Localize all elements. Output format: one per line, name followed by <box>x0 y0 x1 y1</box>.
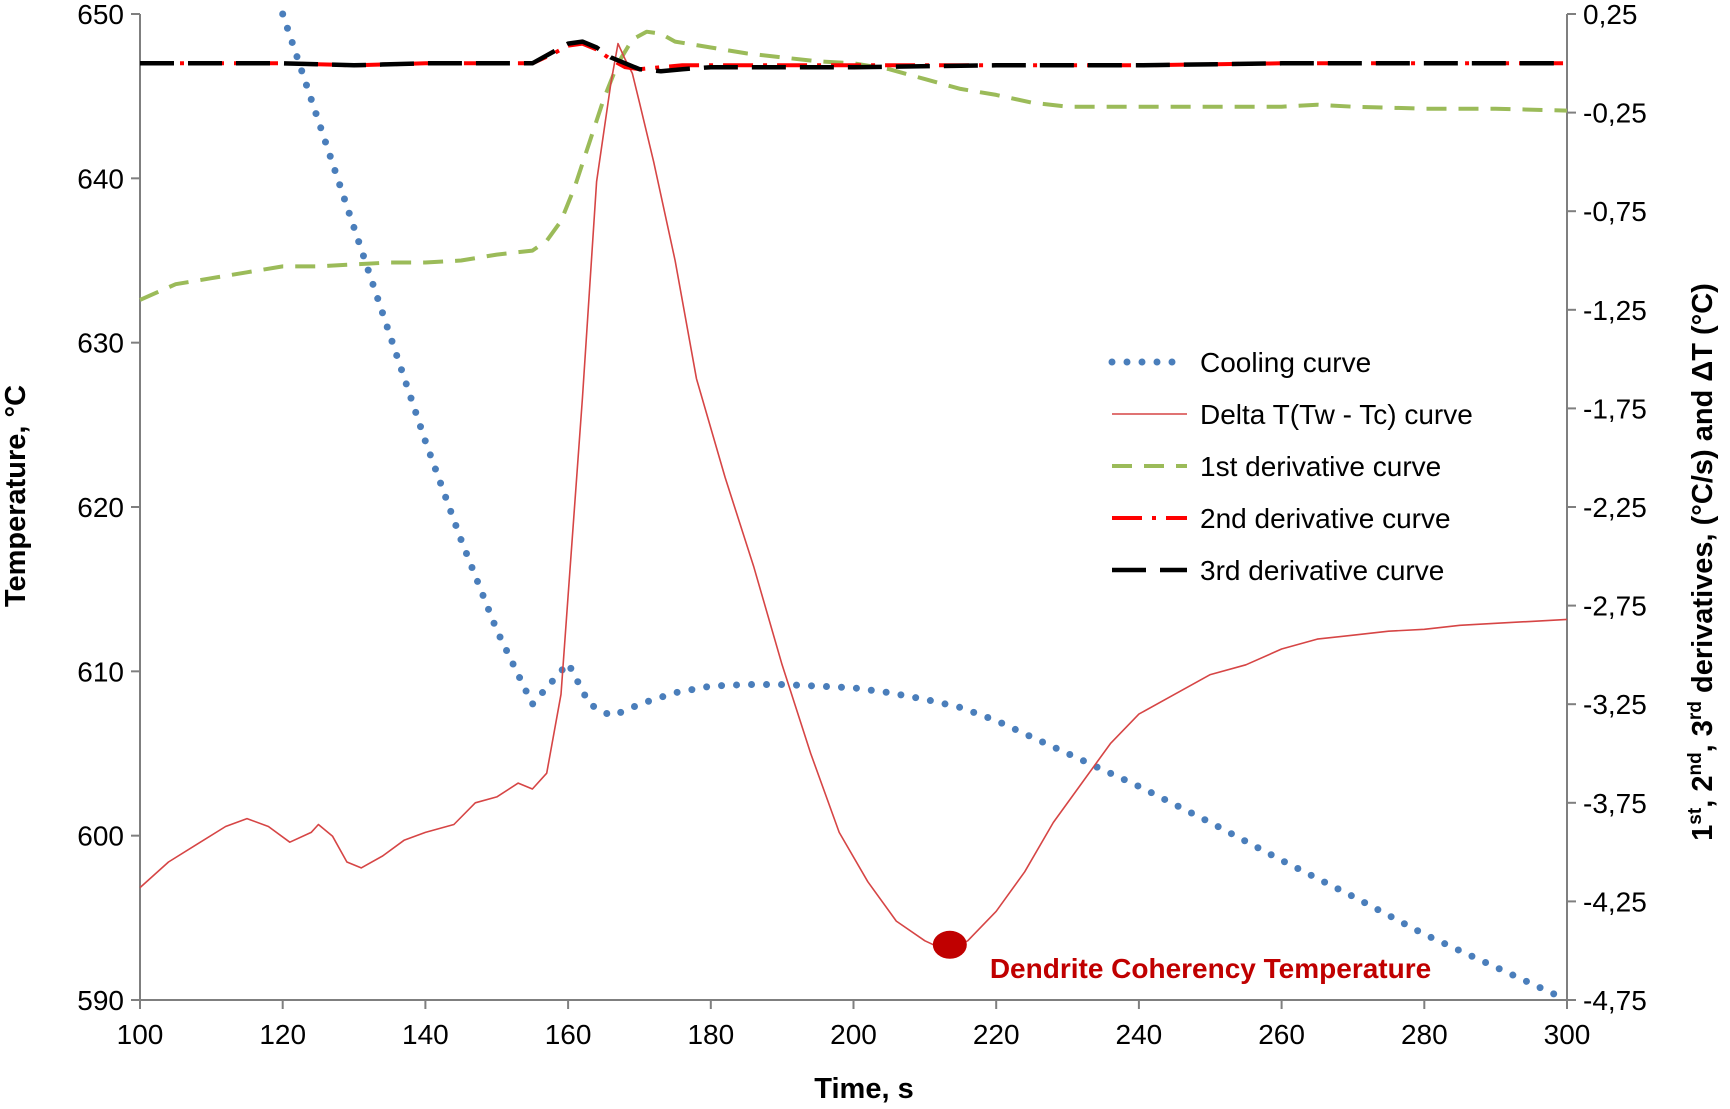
legend-label-3: 1st derivative curve <box>1200 451 1441 482</box>
series-line-1 <box>279 10 1571 1004</box>
y2-tick-label: -2,75 <box>1583 591 1647 622</box>
series-layer <box>139 10 1571 1004</box>
y-tick-label: 620 <box>77 492 124 523</box>
dendrite-coherency-label: Dendrite Coherency Temperature <box>990 953 1431 984</box>
y2-title-part: 1 <box>1687 825 1719 841</box>
x-axis-title: Time, s <box>814 1073 913 1105</box>
y-tick-label: 590 <box>77 985 124 1016</box>
y2-tick-label: -0,25 <box>1583 98 1647 129</box>
x-tick-label: 160 <box>545 1019 592 1050</box>
x-tick-label: 240 <box>1116 1019 1163 1050</box>
y2-tick-label: -2,25 <box>1583 492 1647 523</box>
x-tick-label: 120 <box>259 1019 306 1050</box>
y-tick-label: 640 <box>77 163 124 194</box>
y2-tick-label: -3,25 <box>1583 689 1647 720</box>
legend-label-5: 3rd derivative curve <box>1200 555 1444 586</box>
y-tick-label: 610 <box>77 656 124 687</box>
y2-axis-title: 1st, 2nd, 3rd derivatives, (°C/s) and ΔT… <box>1685 283 1719 841</box>
series-line-5 <box>140 39 1567 74</box>
y2-tick-label: -4,25 <box>1583 886 1647 917</box>
y-tick-label: 600 <box>77 821 124 852</box>
dendrite-coherency-marker <box>932 930 967 959</box>
y2-tick-label: -1,25 <box>1583 295 1647 326</box>
x-tick-label: 300 <box>1544 1019 1591 1050</box>
y2-title-part: derivatives, (°C/s) and ΔT (°C) <box>1687 283 1719 701</box>
y-tick-label: 650 <box>77 0 124 30</box>
y-axis-ticks: 590 600 610 620 630 640 650 <box>77 0 140 1016</box>
legend-label-1: Cooling curve <box>1200 347 1371 378</box>
y2-tick-label: 0,25 <box>1583 0 1638 30</box>
legend-label-4: 2nd derivative curve <box>1200 503 1451 534</box>
y2-title-superscript: st <box>1685 807 1706 825</box>
annotation-layer: Dendrite Coherency Temperature <box>932 930 1431 984</box>
y2-title-superscript: nd <box>1685 752 1706 775</box>
x-tick-label: 260 <box>1258 1019 1305 1050</box>
x-tick-label: 220 <box>973 1019 1020 1050</box>
x-tick-label: 180 <box>687 1019 734 1050</box>
x-axis-ticks: 100 120 140 160 180 200 220 240 260 280 300 <box>117 1000 1591 1050</box>
legend: Cooling curve Delta T(Tw - Tc) curve 1st d… <box>1108 347 1473 586</box>
x-tick-label: 200 <box>830 1019 877 1050</box>
y2-title-part: , 3 <box>1687 720 1719 752</box>
y2-tick-label: -1,75 <box>1583 393 1647 424</box>
x-tick-label: 280 <box>1401 1019 1448 1050</box>
y2-title-superscript: rd <box>1685 701 1706 720</box>
y2-axis-ticks: -4,75 -4,25 -3,75 -3,25 -2,75 -2,25 -1,75 -1,25… <box>1567 0 1647 1016</box>
series-line-3 <box>139 29 1568 302</box>
x-tick-label: 140 <box>402 1019 449 1050</box>
x-tick-label: 100 <box>117 1019 164 1050</box>
y2-tick-label: -4,75 <box>1583 985 1647 1016</box>
y2-title-part: , 2 <box>1687 776 1719 808</box>
legend-label-2: Delta T(Tw - Tc) curve <box>1200 399 1473 430</box>
y2-tick-label: -0,75 <box>1583 196 1647 227</box>
series-line-2 <box>139 42 1568 952</box>
y-axis-title: Temperature, °C <box>0 385 32 607</box>
y2-tick-label: -3,75 <box>1583 788 1647 819</box>
y-tick-label: 630 <box>77 328 124 359</box>
